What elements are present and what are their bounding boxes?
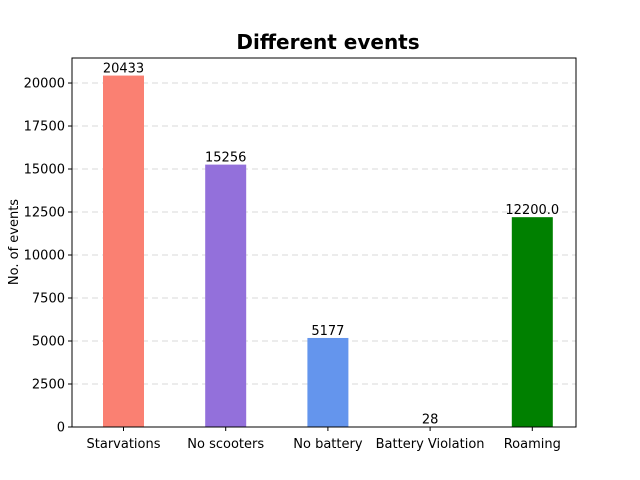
y-tick-label: 12500 xyxy=(24,206,65,221)
y-tick-label: 2500 xyxy=(32,378,65,393)
y-tick-label: 20000 xyxy=(24,77,65,92)
x-tick-label: Battery Violation xyxy=(376,437,485,452)
bar xyxy=(307,337,349,427)
data-label: 12200.0 xyxy=(505,203,559,218)
axis-layer: 0 2500 5000 7500 10000 12500 15000 17500 20000 St… xyxy=(24,77,561,452)
bar xyxy=(511,217,553,427)
bar-layer xyxy=(103,75,553,428)
data-label: 15256 xyxy=(205,151,246,166)
grid-layer xyxy=(72,82,576,385)
y-tick-label: 0 xyxy=(57,421,65,436)
y-axis-label: No. of events xyxy=(7,199,22,285)
plot-frame xyxy=(71,57,577,428)
data-label: 28 xyxy=(422,413,439,428)
y-tick-label: 15000 xyxy=(24,163,65,178)
chart-title: Different events xyxy=(236,30,419,54)
y-tick-label: 17500 xyxy=(24,120,65,135)
data-label-layer: 20433 15256 5177 28 12200.0 xyxy=(103,62,559,428)
x-tick-label: No scooters xyxy=(187,437,264,452)
bar xyxy=(103,75,144,428)
data-label: 20433 xyxy=(103,62,144,77)
x-tick-label: No battery xyxy=(293,437,363,452)
data-label: 5177 xyxy=(311,324,344,339)
x-tick-label: Roaming xyxy=(504,437,561,452)
x-tick-label: Starvations xyxy=(87,437,161,452)
y-tick-label: 10000 xyxy=(24,249,65,264)
bar xyxy=(205,164,247,427)
y-tick-label: 7500 xyxy=(32,292,65,307)
y-tick-label: 5000 xyxy=(32,335,65,350)
